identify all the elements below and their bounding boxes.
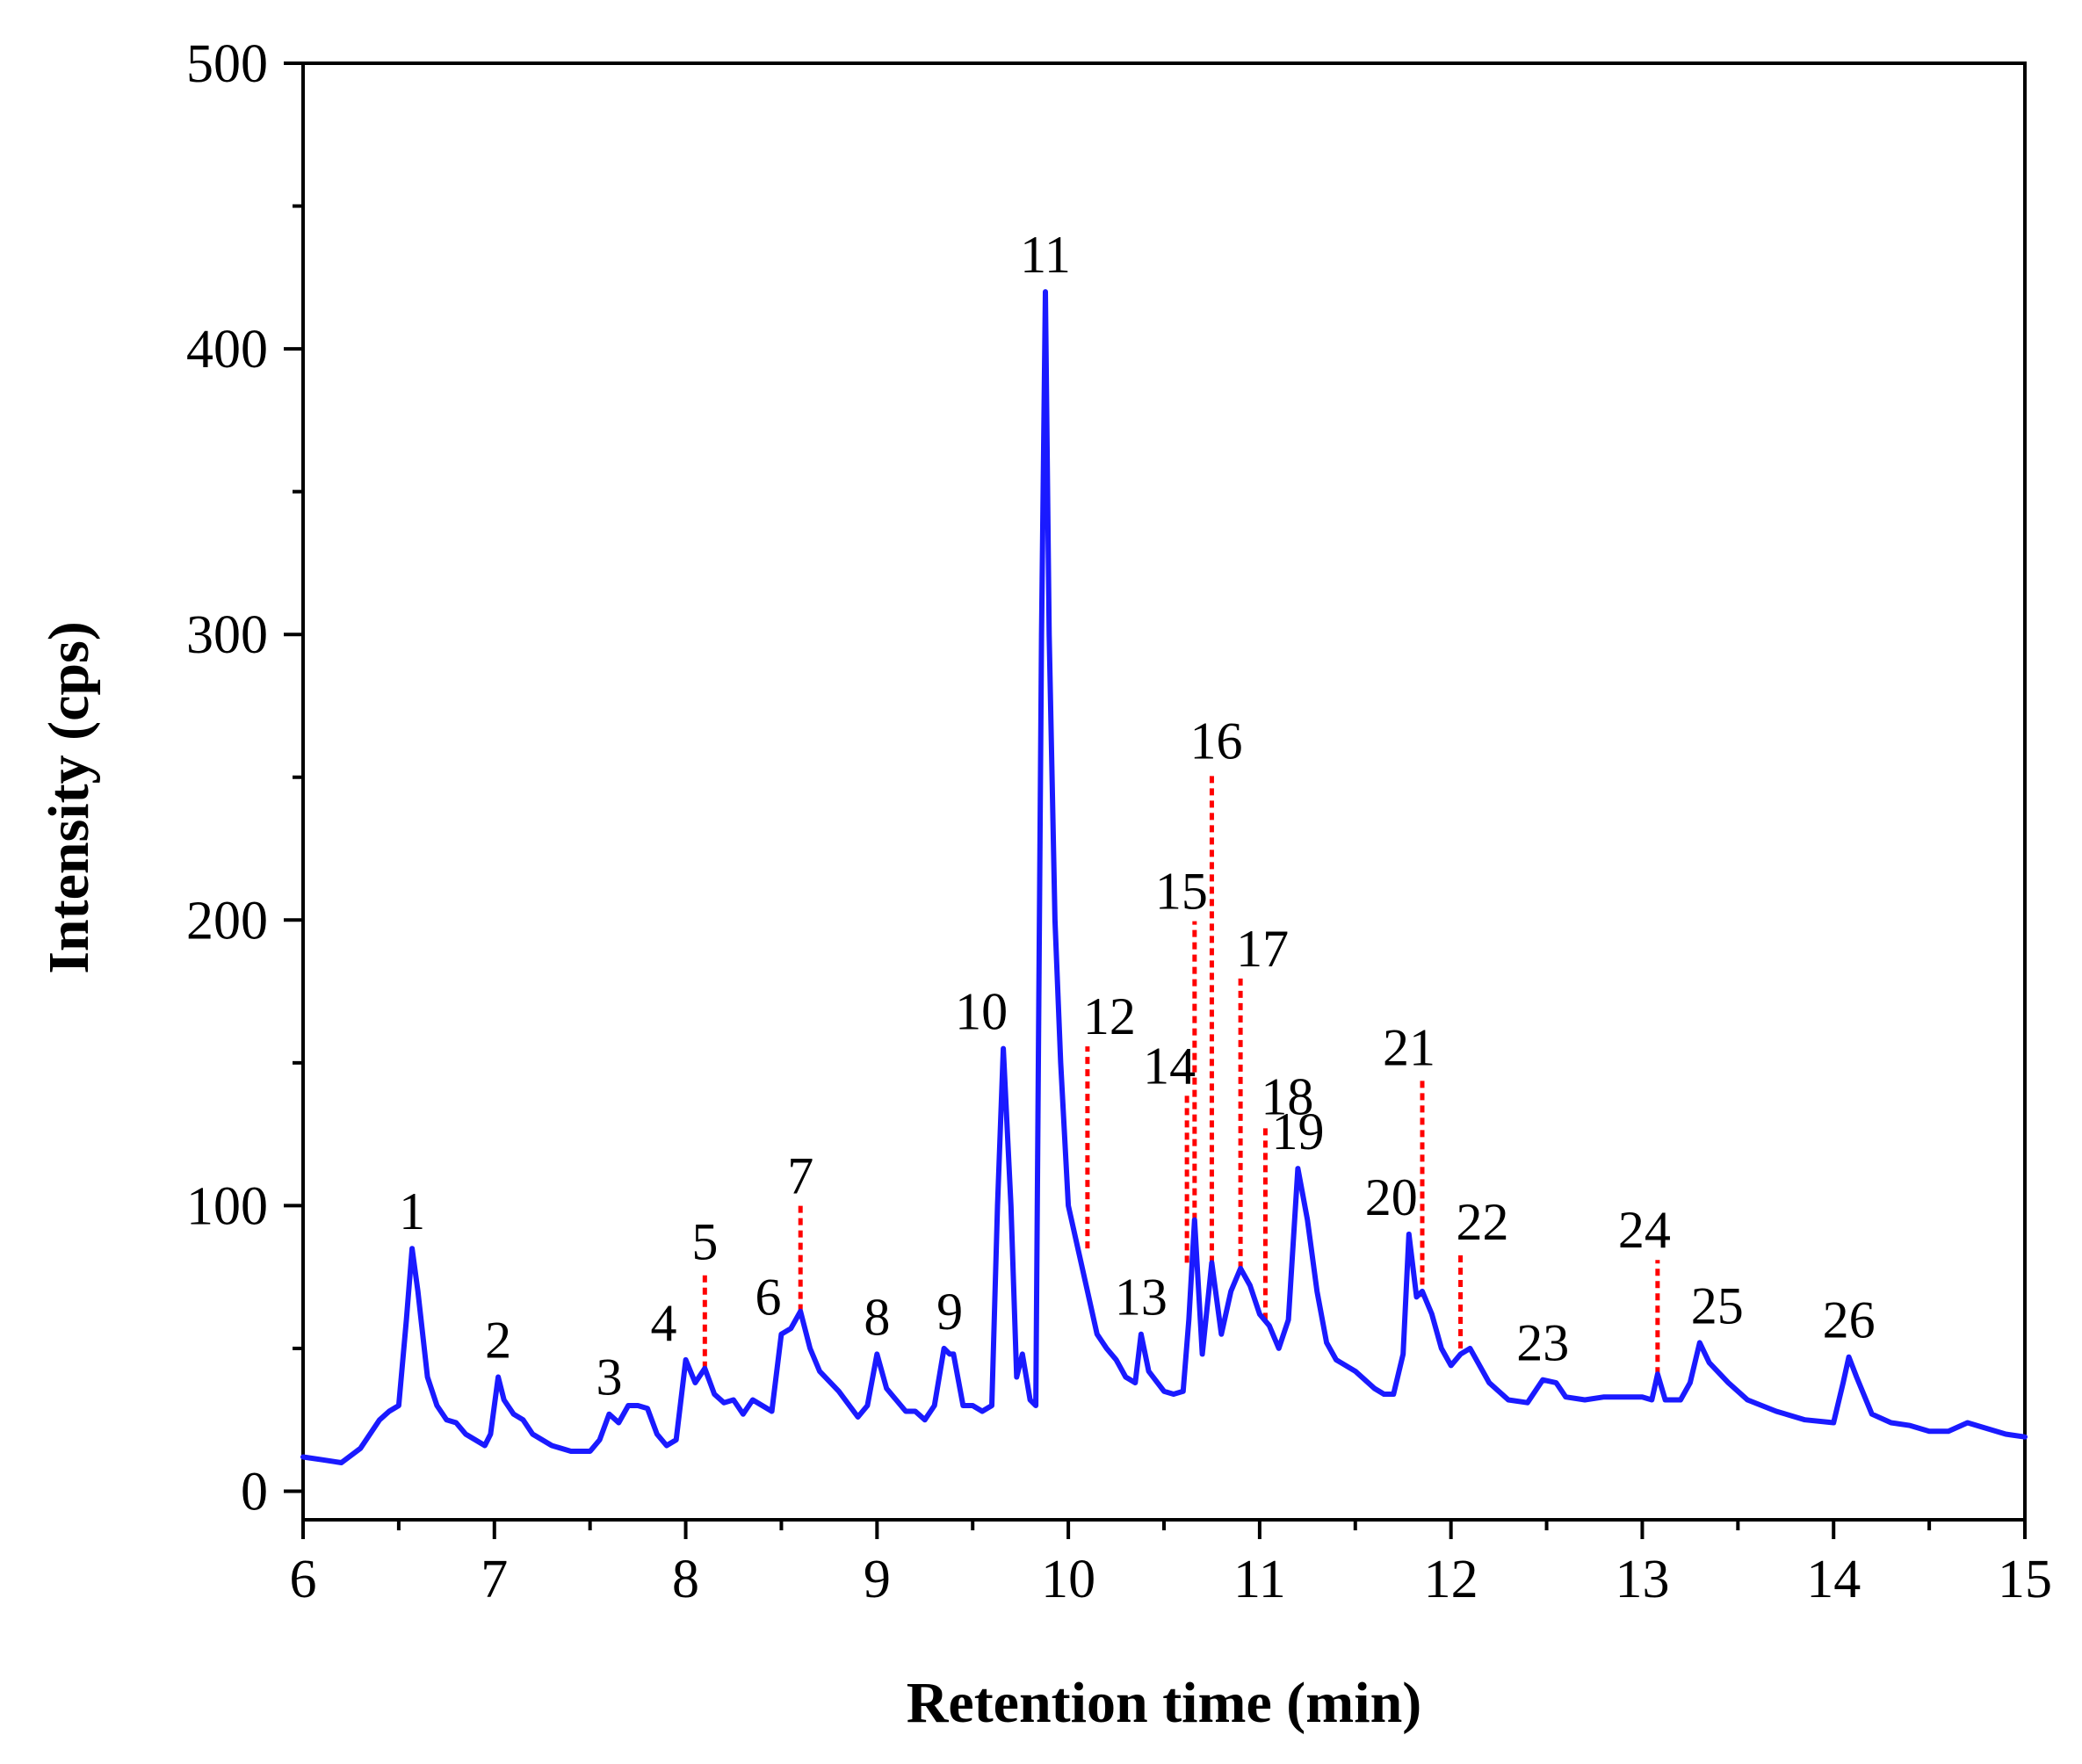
peak-label: 23 xyxy=(1516,1314,1569,1372)
peak-label: 6 xyxy=(755,1269,781,1327)
y-tick-label: 200 xyxy=(186,891,268,951)
peak-label: 13 xyxy=(1115,1269,1168,1327)
peak-label: 1 xyxy=(399,1182,425,1240)
peak-label: 4 xyxy=(651,1294,677,1352)
peak-label: 2 xyxy=(485,1311,511,1369)
peak-label: 18 xyxy=(1261,1067,1313,1125)
peak-label: 17 xyxy=(1236,920,1289,978)
peak-label: 14 xyxy=(1143,1037,1196,1095)
peak-label: 22 xyxy=(1457,1193,1509,1251)
peak-markers xyxy=(702,770,1660,1375)
x-tick-label: 12 xyxy=(1424,1550,1478,1609)
y-tick-label: 400 xyxy=(186,320,268,380)
peak-label: 8 xyxy=(864,1288,890,1346)
x-tick-label: 9 xyxy=(864,1550,891,1609)
x-axis-ticks: 6 7 8 9 10 11 12 13 14 15 xyxy=(290,1520,2052,1609)
x-tick-label: 10 xyxy=(1041,1550,1095,1609)
peak-label: 12 xyxy=(1083,987,1136,1045)
series-group xyxy=(300,289,2028,1465)
x-tick-label: 7 xyxy=(481,1550,508,1609)
y-tick-label: 100 xyxy=(186,1176,268,1236)
peak-label: 16 xyxy=(1189,712,1242,770)
peak-label: 26 xyxy=(1823,1291,1876,1349)
peak-label: 21 xyxy=(1383,1018,1435,1076)
peak-label: 24 xyxy=(1618,1201,1671,1259)
y-tick-label: 300 xyxy=(186,605,268,665)
y-tick-label: 0 xyxy=(241,1462,268,1522)
peak-label: 20 xyxy=(1365,1168,1418,1226)
peak-label: 7 xyxy=(787,1147,813,1205)
y-axis-ticks: 0 100 200 300 400 500 xyxy=(186,34,303,1522)
x-tick-label: 6 xyxy=(290,1550,317,1609)
series-line xyxy=(300,289,2028,1465)
x-tick-label: 8 xyxy=(672,1550,699,1609)
peak-label: 25 xyxy=(1691,1276,1744,1334)
x-axis-title: Retention time (min) xyxy=(907,1671,1422,1735)
x-tick-label: 13 xyxy=(1615,1550,1669,1609)
peak-label: 11 xyxy=(1020,226,1071,284)
x-tick-label: 15 xyxy=(1998,1550,2052,1609)
peak-label: 9 xyxy=(936,1283,963,1341)
y-tick-label: 500 xyxy=(186,34,268,94)
peak-label: 10 xyxy=(955,983,1008,1041)
x-tick-label: 14 xyxy=(1806,1550,1861,1609)
peak-label: 15 xyxy=(1155,863,1208,921)
x-tick-label: 11 xyxy=(1233,1550,1286,1609)
peak-label: 5 xyxy=(691,1213,718,1271)
peak-label: 3 xyxy=(596,1348,622,1406)
y-axis-title: Intensity (cps) xyxy=(37,621,101,974)
peak-label: 19 xyxy=(1271,1102,1324,1160)
